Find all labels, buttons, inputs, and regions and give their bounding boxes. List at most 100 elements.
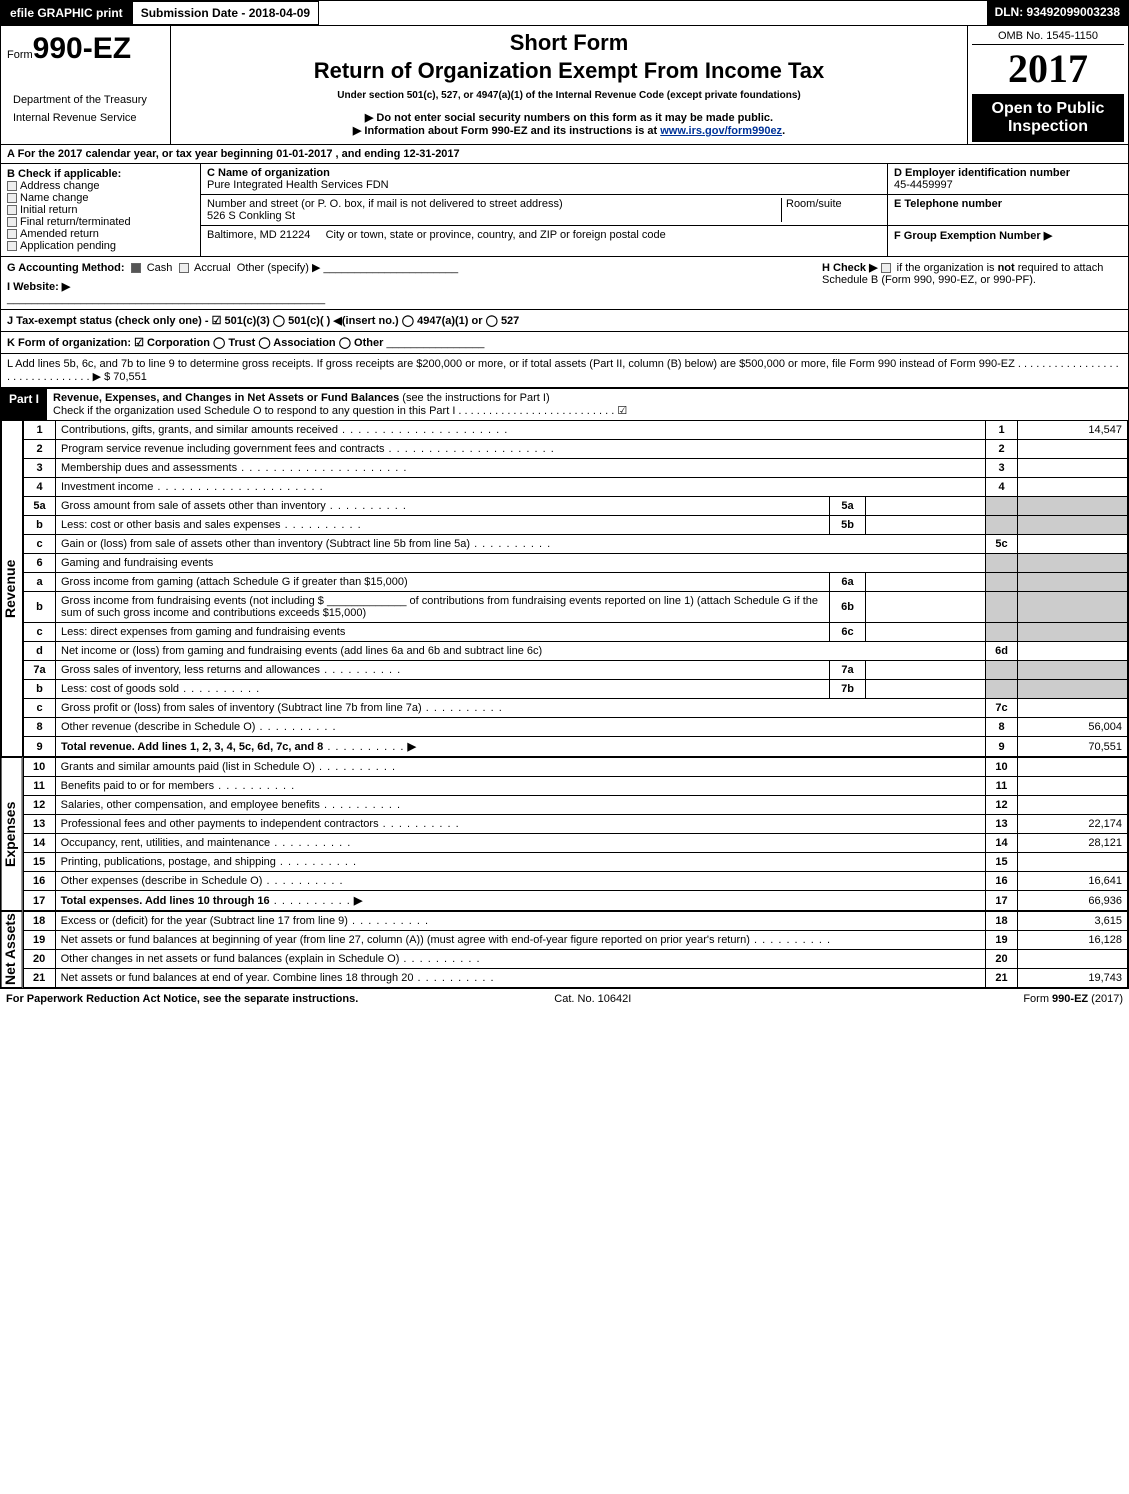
line-6a-text: Gross income from gaming (attach Schedul…: [56, 573, 830, 592]
tax-period-line: A For the 2017 calendar year, or tax yea…: [1, 144, 1128, 163]
line-16-val: 16,641: [1018, 872, 1128, 891]
amended-return-checkbox[interactable]: [7, 229, 17, 239]
line-6a-row: a Gross income from gaming (attach Sched…: [24, 573, 1128, 592]
line-16-rnum: 16: [986, 872, 1018, 891]
address-change-label: Address change: [20, 180, 100, 192]
line-19-text: Net assets or fund balances at beginning…: [61, 934, 750, 946]
line-16-num: 16: [23, 872, 55, 891]
form-instructions-link[interactable]: www.irs.gov/form990ez: [660, 125, 782, 137]
address-change-checkbox[interactable]: [7, 181, 17, 191]
h-check-box: H Check ▶ if the organization is not req…: [822, 261, 1122, 305]
checkboxes-b: B Check if applicable: Address change Na…: [1, 164, 201, 256]
k-text: K Form of organization: ☑ Corporation ◯ …: [7, 337, 383, 349]
period-begin: 01-01-2017: [276, 148, 332, 160]
form-prefix: Form: [7, 49, 33, 61]
city-cell: Baltimore, MD 21224 City or town, state …: [201, 226, 887, 244]
line-12-row: 12 Salaries, other compensation, and emp…: [23, 796, 1127, 815]
under-section: Under section 501(c), 527, or 4947(a)(1)…: [177, 90, 961, 101]
line-21-rnum: 21: [986, 969, 1018, 988]
line-9-row: 9 Total revenue. Add lines 1, 2, 3, 4, 5…: [24, 737, 1128, 757]
form-container: efile GRAPHIC print Submission Date - 20…: [0, 0, 1129, 989]
irs-label: Internal Revenue Service: [7, 112, 164, 130]
line-20-val: [1018, 950, 1128, 969]
line-7a-mid: 7a: [830, 661, 866, 680]
e-phone-cell: E Telephone number: [888, 195, 1128, 226]
line-7a-row: 7a Gross sales of inventory, less return…: [24, 661, 1128, 680]
b-label: B Check if applicable:: [7, 168, 194, 180]
final-return-checkbox[interactable]: [7, 217, 17, 227]
line-11-text: Benefits paid to or for members: [61, 780, 214, 792]
line-10-rnum: 10: [986, 758, 1018, 777]
line-11-rnum: 11: [986, 777, 1018, 796]
line-7b-text: Less: cost of goods sold: [61, 683, 179, 695]
line-10-val: [1018, 758, 1128, 777]
line-18-row: 18 Excess or (deficit) for the year (Sub…: [23, 912, 1127, 931]
org-info-block: B Check if applicable: Address change Na…: [1, 163, 1128, 256]
note-ssn: ▶ Do not enter social security numbers o…: [177, 111, 961, 124]
line-12-rnum: 12: [986, 796, 1018, 815]
initial-return-checkbox[interactable]: [7, 205, 17, 215]
line-7c-val: [1018, 699, 1128, 718]
line-3-val: [1018, 459, 1128, 478]
line-6a-num: a: [24, 573, 56, 592]
name-change-checkbox[interactable]: [7, 193, 17, 203]
line-5b-mid: 5b: [830, 516, 866, 535]
line-1-num: 1: [24, 421, 56, 440]
cash-label: Cash: [147, 262, 173, 274]
line-3-text: Membership dues and assessments: [61, 462, 237, 474]
line-7a-text: Gross sales of inventory, less returns a…: [61, 664, 320, 676]
accrual-checkbox[interactable]: [179, 263, 189, 273]
line-14-text: Occupancy, rent, utilities, and maintena…: [61, 837, 271, 849]
line-17-rnum: 17: [986, 891, 1018, 911]
line-15-num: 15: [23, 853, 55, 872]
tax-year: 2017: [972, 45, 1124, 92]
net-assets-side-label: Net Assets: [1, 911, 23, 988]
line-9-val: 70,551: [1018, 737, 1128, 757]
application-pending-checkbox[interactable]: [7, 241, 17, 251]
footer-right-form: 990-EZ: [1052, 993, 1088, 1005]
final-return-label: Final return/terminated: [20, 216, 131, 228]
h-not: not: [998, 262, 1015, 274]
line-3-row: 3 Membership dues and assessments 3: [24, 459, 1128, 478]
line-8-num: 8: [24, 718, 56, 737]
line-6b-text: Gross income from fundraising events (no…: [56, 592, 830, 623]
part-1-check-line: Check if the organization used Schedule …: [53, 405, 627, 417]
line-13-row: 13 Professional fees and other payments …: [23, 815, 1127, 834]
line-5a-text: Gross amount from sale of assets other t…: [61, 500, 326, 512]
line-5c-row: c Gain or (loss) from sale of assets oth…: [24, 535, 1128, 554]
line-12-num: 12: [23, 796, 55, 815]
dln-label: DLN: 93492099003238: [987, 1, 1128, 25]
line-20-text: Other changes in net assets or fund bala…: [61, 953, 400, 965]
line-15-rnum: 15: [986, 853, 1018, 872]
line-4-row: 4 Investment income 4: [24, 478, 1128, 497]
line-5b-num: b: [24, 516, 56, 535]
line-6b-mid: 6b: [830, 592, 866, 623]
org-name: Pure Integrated Health Services FDN: [207, 179, 881, 191]
part-1-label: Part I: [1, 389, 47, 420]
line-6a-mid: 6a: [830, 573, 866, 592]
city-label: City or town, state or province, country…: [326, 229, 666, 241]
schedule-b-not-required-checkbox[interactable]: [881, 263, 891, 273]
line-21-text: Net assets or fund balances at end of ye…: [61, 972, 414, 984]
line-11-num: 11: [23, 777, 55, 796]
cash-checkbox[interactable]: [131, 263, 141, 273]
footer-left: For Paperwork Reduction Act Notice, see …: [6, 993, 358, 1005]
line-17-val: 66,936: [1018, 891, 1128, 911]
line-3-num: 3: [24, 459, 56, 478]
ein-value: 45-4459997: [894, 179, 1122, 191]
line-18-num: 18: [23, 912, 55, 931]
line-7b-mid: 7b: [830, 680, 866, 699]
line-4-val: [1018, 478, 1128, 497]
street-label: Number and street (or P. O. box, if mail…: [207, 198, 781, 210]
line-7c-rnum: 7c: [986, 699, 1018, 718]
line-16-row: 16 Other expenses (describe in Schedule …: [23, 872, 1127, 891]
initial-return-label: Initial return: [20, 204, 77, 216]
line-9-num: 9: [24, 737, 56, 757]
efile-print-button[interactable]: efile GRAPHIC print: [1, 1, 132, 25]
line-1-rnum: 1: [986, 421, 1018, 440]
expenses-side-label: Expenses: [1, 757, 23, 911]
line-6b-row: b Gross income from fundraising events (…: [24, 592, 1128, 623]
j-text: J Tax-exempt status (check only one) - ☑…: [7, 315, 519, 327]
line-6d-row: d Net income or (loss) from gaming and f…: [24, 642, 1128, 661]
line-19-rnum: 19: [986, 931, 1018, 950]
